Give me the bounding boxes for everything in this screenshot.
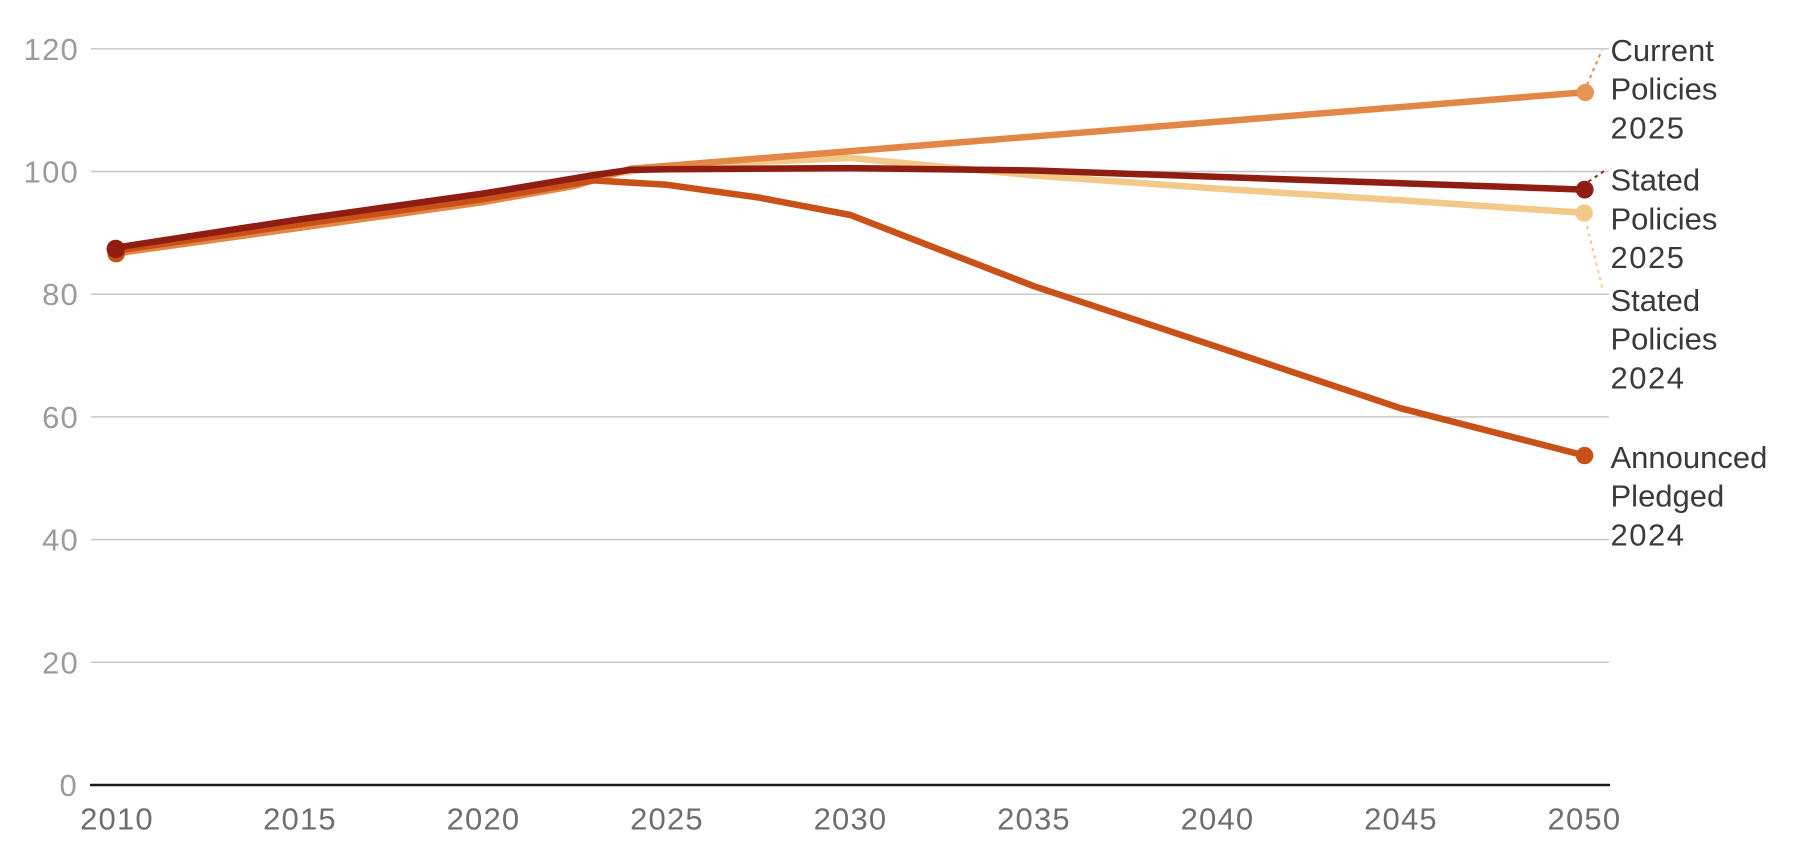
svg-text:2050: 2050 [1548, 802, 1622, 837]
svg-text:2030: 2030 [814, 802, 888, 837]
svg-text:Pledged: Pledged [1611, 479, 1725, 514]
svg-text:2015: 2015 [263, 802, 337, 837]
svg-text:2045: 2045 [1364, 802, 1438, 837]
svg-text:40: 40 [42, 523, 79, 558]
svg-text:60: 60 [42, 400, 79, 435]
svg-text:2040: 2040 [1181, 802, 1255, 837]
svg-text:Policies: Policies [1611, 322, 1718, 357]
svg-text:0: 0 [60, 768, 78, 803]
svg-text:Stated: Stated [1611, 283, 1701, 318]
svg-text:Policies: Policies [1611, 72, 1718, 107]
svg-text:100: 100 [24, 155, 79, 190]
svg-text:2025: 2025 [630, 802, 704, 837]
svg-text:Current: Current [1611, 33, 1715, 68]
svg-text:120: 120 [24, 32, 79, 67]
svg-text:80: 80 [42, 277, 79, 312]
svg-text:2024: 2024 [1611, 517, 1686, 552]
svg-text:2024: 2024 [1611, 360, 1686, 395]
svg-text:2035: 2035 [997, 802, 1071, 837]
svg-text:20: 20 [42, 645, 79, 680]
svg-text:2025: 2025 [1611, 240, 1686, 275]
svg-text:Policies: Policies [1611, 201, 1718, 236]
svg-text:2025: 2025 [1611, 110, 1686, 145]
svg-text:Announced: Announced [1611, 440, 1768, 475]
svg-text:2010: 2010 [80, 802, 154, 837]
svg-text:Stated: Stated [1611, 163, 1701, 198]
svg-text:2020: 2020 [447, 802, 521, 837]
